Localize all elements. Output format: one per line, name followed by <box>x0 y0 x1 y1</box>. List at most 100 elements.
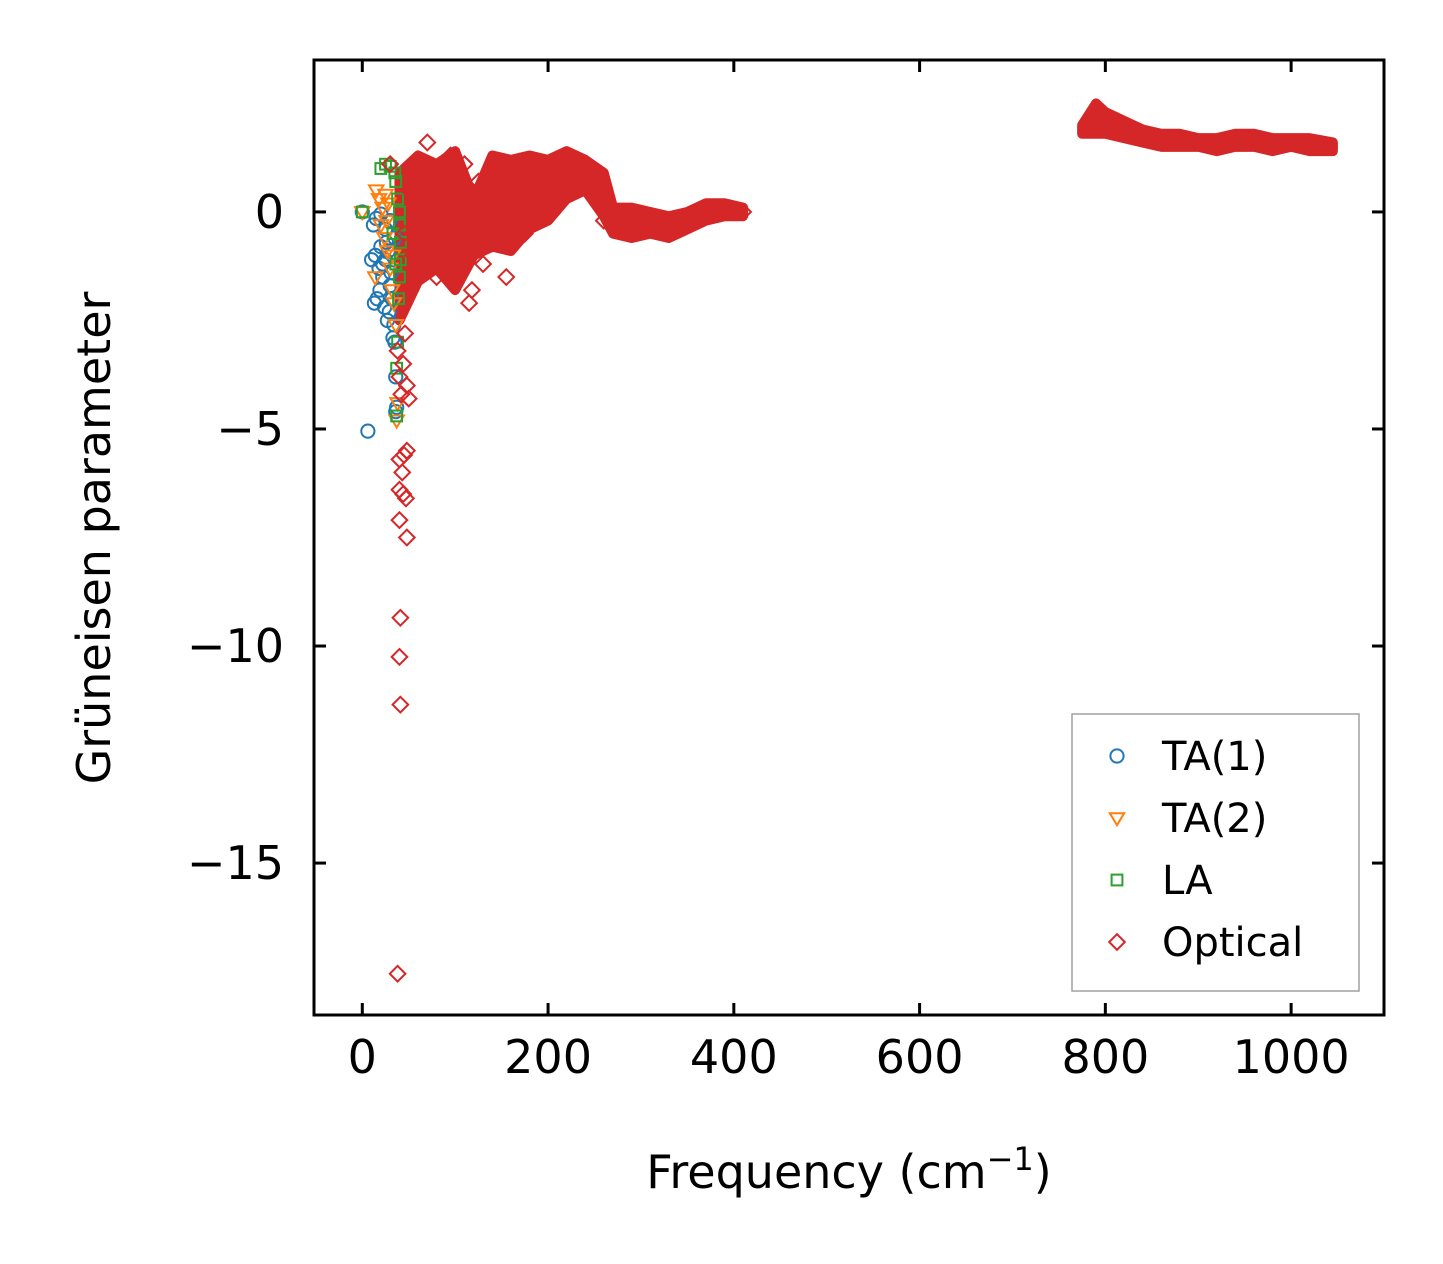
data-point-ta-2 <box>366 271 385 287</box>
data-point-optical <box>459 293 479 313</box>
data-point-optical <box>432 163 451 183</box>
x-tick-label: 800 <box>1061 1030 1149 1084</box>
data-point-ta-1 <box>388 369 404 385</box>
legend-label-la: LA <box>1162 858 1213 904</box>
data-point-la <box>386 227 400 241</box>
data-point-optical <box>391 695 410 714</box>
data-point-optical <box>501 233 521 252</box>
data-point-optical <box>393 463 412 482</box>
data-point-optical <box>469 172 488 191</box>
data-point-optical <box>538 189 558 209</box>
data-point-la <box>393 205 406 219</box>
data-point-optical <box>492 176 511 196</box>
data-point-ta-2 <box>386 318 405 334</box>
data-point-optical <box>418 133 437 152</box>
data-point-optical <box>733 202 753 222</box>
data-point-optical <box>557 154 576 174</box>
data-point-la <box>391 192 404 206</box>
data-point-optical <box>441 146 460 165</box>
data-point-la <box>355 205 369 219</box>
data-point-optical <box>388 964 407 983</box>
data-point-la <box>391 335 404 349</box>
legend-marker-la <box>1110 873 1124 887</box>
legend-marker-ta-1 <box>1109 748 1125 764</box>
legend-entry-optical: Optical <box>1107 920 1303 966</box>
data-point-optical <box>394 445 414 465</box>
data-point-optical <box>399 389 418 408</box>
data-point-ta-2 <box>378 245 397 261</box>
data-point-ta-1 <box>360 423 376 439</box>
data-point-optical <box>413 215 432 235</box>
data-point-ta-2 <box>383 284 401 300</box>
data-point-ta-1 <box>389 399 405 415</box>
x-axis-title: Frequency (cm−1) <box>646 1140 1051 1199</box>
y-axis-title: Grüneisen parameter <box>67 291 121 784</box>
legend-entry-la: LA <box>1110 858 1213 904</box>
data-point-optical <box>497 267 516 287</box>
data-point-la <box>393 270 406 284</box>
data-point-optical <box>450 237 470 256</box>
legend-marker-ta-2 <box>1108 812 1126 828</box>
x-tick-label: 0 <box>348 1030 377 1084</box>
data-point-optical <box>515 224 535 243</box>
data-point-optical <box>408 167 428 187</box>
y-tick-label: −10 <box>187 619 284 673</box>
x-tick-label: 200 <box>504 1030 592 1084</box>
data-point-ta-1 <box>381 304 397 320</box>
data-point-ta-1 <box>387 334 403 350</box>
data-point-ta-2 <box>376 188 395 204</box>
data-point-optical <box>462 280 482 300</box>
data-point-la <box>390 409 404 423</box>
x-tick-label: 400 <box>690 1030 778 1084</box>
data-point-ta-1 <box>378 234 395 250</box>
x-axis-title-superscript: −1 <box>987 1140 1034 1178</box>
data-point-ta-2 <box>377 214 396 230</box>
data-point-la <box>389 175 403 188</box>
data-point-optical <box>445 194 465 213</box>
data-point-optical <box>585 181 604 200</box>
legend: TA(1) TA(2) LA Optical <box>1071 713 1360 992</box>
legend-label-ta-2: TA(2) <box>1161 796 1267 842</box>
data-point-optical <box>715 198 734 217</box>
band-layer <box>394 98 1338 326</box>
legend-entry-ta-1: TA(1) <box>1109 734 1267 780</box>
data-point-optical <box>395 324 415 343</box>
data-point-optical <box>391 608 410 628</box>
data-point-optical <box>566 176 586 196</box>
data-point-optical <box>455 154 474 174</box>
data-point-optical <box>487 211 507 230</box>
x-tick-label: 600 <box>876 1030 964 1084</box>
data-point-optical <box>380 154 400 174</box>
data-point-optical <box>390 510 409 530</box>
legend-label-optical: Optical <box>1162 920 1303 966</box>
data-point-ta-1 <box>369 291 385 307</box>
data-point-optical <box>520 194 539 213</box>
data-point-optical <box>659 220 679 239</box>
data-point-optical <box>436 228 456 248</box>
data-point-optical <box>687 211 706 230</box>
x-tick-label: 1000 <box>1233 1030 1350 1084</box>
data-point-la <box>392 292 405 306</box>
legend-marker-optical <box>1107 932 1127 952</box>
y-tick-label: −15 <box>187 836 284 890</box>
plot-frame <box>312 58 1386 1017</box>
tick-layer <box>314 60 1384 1015</box>
data-point-optical <box>464 220 483 239</box>
data-point-optical <box>422 189 442 209</box>
data-point-optical <box>397 528 417 547</box>
tick-label-layer: 0 200 400 600 800 1000 0 −5 −10 −15 <box>187 185 1350 1084</box>
data-point-optical <box>394 224 414 243</box>
data-point-optical <box>478 185 497 204</box>
y-tick-label: 0 <box>255 185 284 239</box>
data-point-optical <box>510 215 530 235</box>
legend-label-ta-1: TA(1) <box>1161 734 1267 780</box>
dense-band-2 <box>1077 98 1338 157</box>
data-point-optical <box>576 159 595 178</box>
y-tick-label: −5 <box>216 402 284 456</box>
data-point-optical <box>393 354 413 374</box>
data-point-optical <box>473 254 493 274</box>
data-point-optical <box>548 163 567 183</box>
data-point-optical <box>506 163 525 183</box>
legend-box <box>1071 713 1360 992</box>
